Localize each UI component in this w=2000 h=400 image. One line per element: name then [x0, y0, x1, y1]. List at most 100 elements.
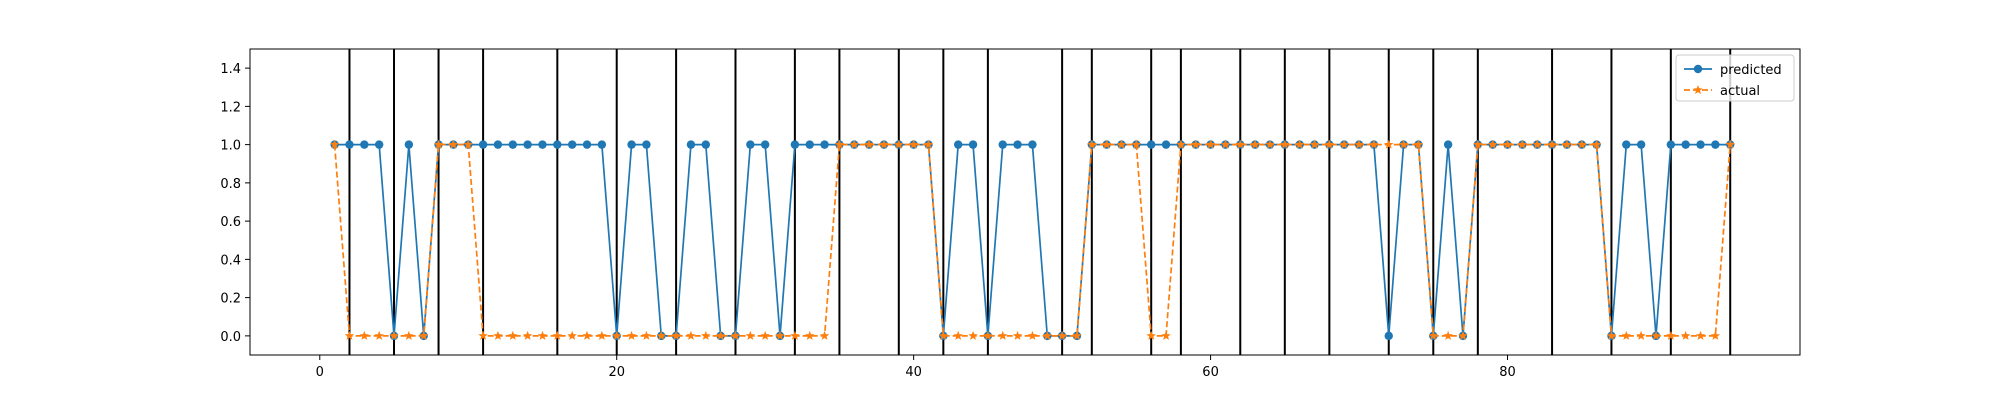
data-point-actual	[1591, 139, 1602, 149]
data-point-actual	[1250, 139, 1260, 149]
data-point-actual	[1101, 139, 1112, 149]
data-point-actual	[775, 330, 785, 340]
data-point-actual	[894, 139, 904, 149]
data-point-predicted	[1696, 140, 1705, 149]
legend: predicted actual	[1675, 54, 1795, 102]
y-tick-label: 1.0	[220, 139, 241, 154]
data-point-actual	[1027, 330, 1038, 340]
data-point-actual	[715, 330, 726, 340]
data-point-predicted	[686, 140, 696, 149]
data-point-predicted	[553, 140, 562, 149]
data-point-predicted	[567, 140, 577, 149]
data-point-actual	[1651, 330, 1661, 340]
data-point-actual	[374, 330, 384, 340]
data-point-actual	[1369, 139, 1379, 149]
data-point-actual	[478, 330, 488, 340]
data-point-actual	[1621, 330, 1632, 340]
data-point-predicted	[820, 140, 829, 149]
data-point-predicted	[1028, 140, 1037, 149]
data-point-actual	[1280, 139, 1290, 149]
legend-item-predicted: predicted	[1684, 63, 1782, 78]
data-point-predicted	[538, 140, 547, 149]
data-point-predicted	[1146, 140, 1156, 149]
data-point-actual	[849, 139, 860, 149]
data-point-actual	[389, 330, 399, 340]
data-point-predicted	[345, 140, 354, 149]
legend-label: actual	[1720, 84, 1760, 99]
y-tick-label: 1.2	[220, 100, 241, 115]
data-point-predicted	[953, 140, 963, 149]
data-point-actual	[1606, 330, 1617, 340]
data-point-actual	[1131, 139, 1142, 149]
data-point-actual	[745, 330, 756, 340]
data-point-actual	[508, 330, 518, 340]
plot-frame	[249, 48, 1801, 356]
data-point-actual	[686, 330, 696, 340]
data-point-actual	[537, 330, 548, 340]
data-point-actual	[1057, 330, 1067, 340]
data-point-actual	[448, 139, 459, 149]
data-point-actual	[404, 330, 414, 340]
data-point-actual	[463, 139, 473, 149]
data-point-actual	[493, 330, 503, 340]
data-point-predicted	[968, 140, 978, 149]
data-point-actual	[983, 330, 993, 340]
data-point-actual	[1146, 330, 1156, 340]
data-point-actual	[1666, 330, 1676, 340]
data-point-predicted	[374, 140, 384, 149]
legend-item-actual: actual	[1684, 84, 1760, 99]
y-tick-label: 0.4	[220, 253, 241, 268]
data-point-actual	[433, 139, 444, 149]
data-point-predicted	[1666, 140, 1676, 149]
data-point-actual	[997, 330, 1008, 340]
data-point-predicted	[1443, 140, 1453, 149]
data-point-actual	[1220, 139, 1231, 149]
series-layer	[329, 139, 1735, 341]
data-point-actual	[879, 139, 889, 149]
data-point-predicted	[523, 140, 532, 149]
data-point-predicted	[998, 140, 1007, 149]
data-point-actual	[582, 330, 592, 340]
data-point-actual	[1309, 139, 1320, 149]
vertical-lines-layer	[348, 49, 1732, 355]
data-point-actual	[760, 330, 770, 340]
series-predicted	[330, 140, 1735, 341]
data-point-actual	[1012, 330, 1023, 340]
data-point-actual	[1235, 139, 1246, 149]
data-point-actual	[359, 330, 370, 340]
data-point-actual	[1354, 139, 1364, 149]
data-point-actual	[819, 330, 830, 340]
data-point-predicted	[805, 140, 814, 149]
legend-label: predicted	[1720, 63, 1782, 78]
y-tick-label: 0.0	[220, 330, 241, 345]
data-point-actual	[701, 330, 711, 340]
data-point-actual	[671, 330, 681, 340]
y-tick-label: 0.8	[220, 177, 241, 192]
data-point-actual	[1294, 139, 1305, 149]
data-point-predicted	[582, 140, 592, 149]
data-point-predicted	[760, 140, 770, 149]
data-point-actual	[1190, 139, 1201, 149]
data-point-predicted	[1636, 140, 1646, 149]
data-point-actual	[1042, 330, 1053, 340]
data-point-predicted	[360, 140, 369, 149]
legend-marker	[1693, 85, 1703, 95]
data-point-actual	[1517, 139, 1528, 149]
data-point-predicted	[790, 140, 800, 149]
y-tick-label: 0.2	[220, 292, 241, 307]
data-point-actual	[418, 330, 429, 340]
x-tick-label: 20	[608, 365, 625, 380]
data-point-actual	[626, 330, 637, 340]
data-point-actual	[1428, 330, 1439, 340]
data-point-predicted	[642, 140, 651, 149]
data-point-actual	[1383, 139, 1394, 149]
data-point-actual	[1324, 139, 1335, 149]
data-point-actual	[1161, 330, 1171, 340]
data-point-actual	[1680, 330, 1691, 340]
data-point-actual	[908, 139, 919, 149]
data-point-actual	[522, 330, 533, 340]
data-point-actual	[1072, 330, 1082, 340]
data-point-actual	[656, 330, 667, 340]
data-point-actual	[1547, 139, 1557, 149]
